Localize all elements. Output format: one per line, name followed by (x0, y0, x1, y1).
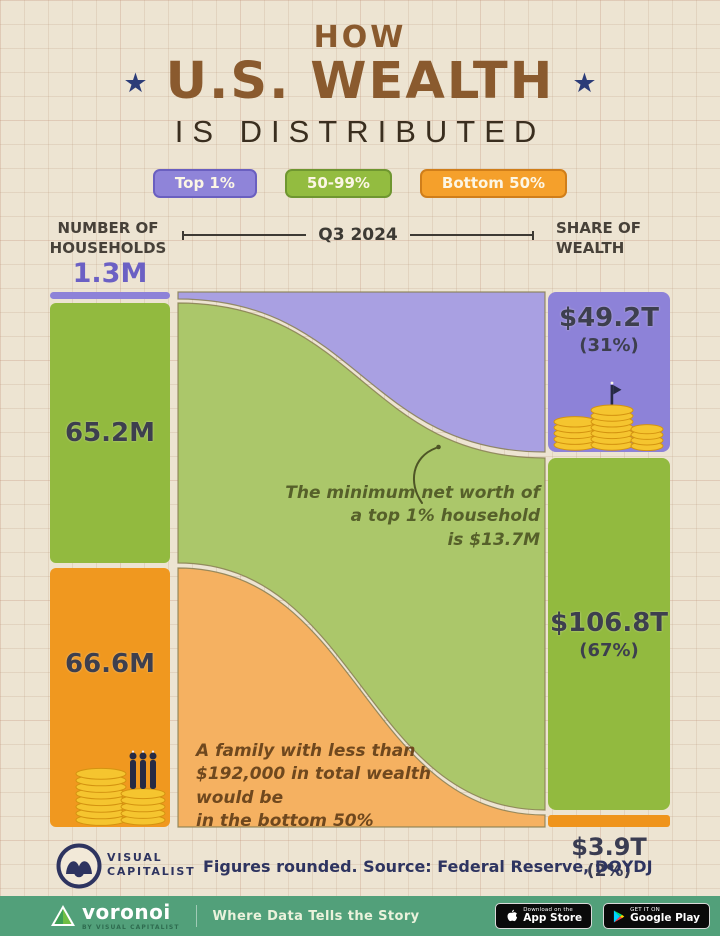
period-label: Q3 2024 (318, 225, 398, 245)
title-main-row: ★ U.S. WEALTH ★ (0, 56, 720, 107)
vc-wordmark-line1: VISUAL (107, 851, 163, 864)
mid-wealth-value: $106.8T (549, 607, 669, 638)
tagline: Where Data Tells the Story (212, 908, 420, 924)
google-play-line2: Google Play (630, 912, 700, 925)
page-title: U.S. WEALTH (165, 52, 555, 111)
app-store-line2: App Store (523, 912, 583, 925)
bottom50-households-value: 66.6M (64, 648, 156, 679)
title-kicker: HOW (313, 20, 407, 55)
google-play-icon (614, 910, 625, 922)
bottom50-wealth-value: $3.9T (571, 833, 647, 861)
bottom50-wealth-share: (2%) (586, 860, 632, 881)
annotation-top1-line3: is $13.7M (447, 529, 540, 550)
right-axis-header-line2: WEALTH (556, 239, 625, 258)
voronoi-brand-name: voronoi (82, 899, 171, 924)
coins-flag-icon (553, 381, 664, 451)
star-icon: ★ (572, 68, 597, 99)
top1-wealth-value: $49.2T (559, 303, 659, 333)
title-subtitle: IS DISTRIBUTED (174, 114, 546, 149)
left-axis-header: NUMBER OF HOUSEHOLDS (42, 218, 174, 259)
axis-line (409, 234, 533, 236)
voronoi-wordmark: voronoi BY VISUAL CAPITALIST (82, 902, 180, 931)
axis-line (184, 234, 307, 236)
axis-tick-left (182, 230, 184, 240)
google-play-badge[interactable]: GET IT ON Google Play (603, 903, 710, 929)
visual-capitalist-logo-icon (56, 843, 102, 889)
coins-people-icon (75, 750, 166, 826)
bottom-brand-bar: voronoi BY VISUAL CAPITALIST Where Data … (0, 896, 720, 936)
node-50-99-households: 65.2M (50, 303, 170, 563)
axis-tick-right (532, 230, 535, 240)
app-store-line1: Download on the (523, 906, 573, 913)
flow-bottom50 (177, 567, 546, 828)
top1-households-value: 1.3M (72, 258, 148, 289)
annotation-bottom50: A family with less than $192,000 in tota… (196, 740, 476, 834)
google-play-line1: GET IT ON (630, 906, 660, 913)
apple-icon (507, 909, 518, 921)
legend-50-99: 50-99% (284, 169, 392, 198)
legend-top1: Top 1% (152, 169, 257, 198)
app-store-badge[interactable]: Download on the App Store (495, 903, 593, 929)
mid-wealth-share: (67%) (579, 639, 639, 661)
legend-bottom50: Bottom 50% (419, 169, 568, 198)
node-bottom50-wealth (548, 815, 670, 827)
annotation-bottom50-line1: A family with less than (196, 741, 416, 761)
annotation-top1-line1: The minimum net worth of (285, 483, 540, 503)
period-axis: Q3 2024 (182, 224, 535, 246)
voronoi-brand-sub: BY VISUAL CAPITALIST (82, 923, 180, 931)
annotation-bottom50-line3: in the bottom 50% (196, 811, 374, 832)
source-note: Figures rounded. Source: Federal Reserve… (203, 857, 653, 876)
divider (195, 905, 197, 927)
left-axis-header-line2: HOUSEHOLDS (49, 239, 167, 258)
mid-households-value: 65.2M (64, 418, 156, 448)
vc-wordmark-line2: CAPITALIST (107, 864, 196, 878)
star-icon: ★ (123, 68, 148, 99)
annotation-top1-line2: a top 1% household (350, 506, 540, 527)
annotation-top1: The minimum net worth of a top 1% househ… (280, 482, 540, 552)
node-top1-households (50, 292, 170, 299)
flow-top1 (177, 291, 546, 453)
top1-wealth-share: (31%) (579, 335, 639, 356)
bottom50-wealth-label: $3.9T (2%) (548, 833, 670, 881)
right-axis-header: SHARE OF WEALTH (556, 218, 676, 259)
flow-50-99 (177, 302, 546, 811)
annotation-bottom50-line2: $192,000 in total wealth would be (196, 764, 431, 808)
voronoi-logo-icon (51, 905, 75, 926)
left-axis-header-line1: NUMBER OF (57, 219, 159, 237)
visual-capitalist-wordmark: VISUAL CAPITALIST (107, 851, 195, 879)
legend: Top 1% 50-99% Bottom 50% (0, 169, 720, 198)
node-50-99-wealth: $106.8T (67%) (548, 458, 670, 810)
curved-arrow-icon (413, 444, 441, 504)
right-axis-header-line1: SHARE OF (556, 219, 641, 237)
